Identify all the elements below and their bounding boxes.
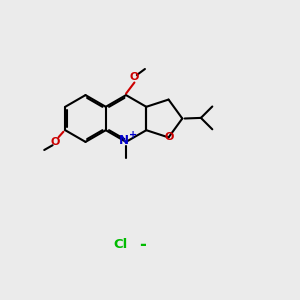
Text: N: N <box>118 134 129 147</box>
Text: O: O <box>51 137 60 147</box>
Text: -: - <box>139 236 146 253</box>
Text: O: O <box>130 72 139 82</box>
Text: Cl: Cl <box>113 238 127 251</box>
Text: O: O <box>164 132 174 142</box>
Text: +: + <box>130 130 138 140</box>
